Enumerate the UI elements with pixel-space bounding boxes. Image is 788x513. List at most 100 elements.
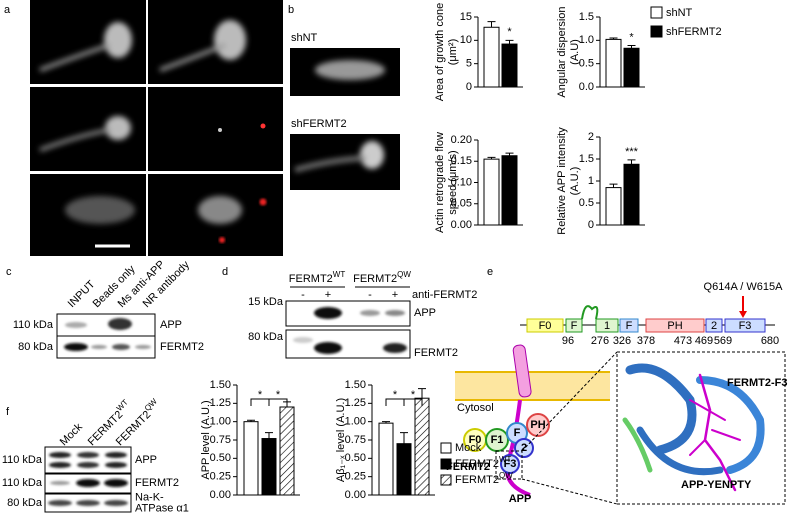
y-tick-label: 5 (466, 58, 472, 70)
bar (243, 421, 259, 496)
artwork (30, 0, 786, 513)
image-label: FERMT2 (33, 176, 77, 188)
image-label: Actin (151, 2, 179, 14)
y-tick-label: 0.75 (345, 434, 366, 446)
y-tick-label: 0.5 (579, 58, 594, 70)
y-tick-label: 0.00 (345, 489, 366, 501)
lane-label: + (392, 289, 398, 301)
y-tick-label: 0.75 (210, 434, 231, 446)
band-label: FERMT2 (414, 347, 458, 359)
band-label: APP (414, 307, 436, 319)
y-tick-label: 0.10 (451, 176, 472, 188)
bar (501, 43, 518, 88)
significance: * (411, 389, 416, 401)
error-bar (400, 432, 408, 444)
error-bar (487, 156, 496, 160)
error-bar (627, 159, 636, 165)
y-tick-label: 1.0 (579, 34, 594, 46)
lane-label: INPUT (66, 278, 98, 310)
significance: * (393, 389, 398, 401)
panel-label: f (6, 406, 10, 418)
legend-swatch (440, 442, 452, 454)
y-axis-label: Aβ₁₋ₓ level (A.U.) (335, 398, 347, 482)
domain-label: F (626, 320, 633, 332)
lane-label-name: Mock (58, 421, 85, 448)
significance: *** (625, 146, 639, 158)
residue-label: 469 (695, 335, 713, 347)
image-label: Merge (151, 176, 183, 188)
bar (483, 158, 500, 226)
error-bar (609, 183, 618, 188)
bar (483, 26, 500, 88)
group-label-name: FERMT2 (289, 273, 333, 285)
y-tick-label: 0.05 (451, 198, 472, 210)
error-bar (487, 21, 496, 28)
mw-marker: 110 kDa (2, 477, 43, 489)
domain-label: F1 (491, 434, 504, 446)
domain-label: F (571, 320, 578, 332)
significance: * (276, 389, 281, 401)
y-tick-label: 0.5 (579, 197, 594, 209)
legend-label: Mock (455, 442, 482, 454)
y-axis-label: Actin retrograde flow (434, 132, 446, 233)
y-tick-label: 0.25 (210, 471, 231, 483)
y-tick-label: 0.15 (451, 155, 472, 167)
mw-marker: 80 kDa (248, 331, 284, 343)
domain-label: F0 (539, 320, 552, 332)
y-tick-label: 1 (588, 175, 594, 187)
mw-marker: 15 kDa (248, 296, 284, 308)
residue-label: 326 (613, 335, 631, 347)
domain-label: F0 (469, 434, 482, 446)
legend-label-sup: WT (499, 455, 512, 464)
y-axis-label: APP level (A.U.) (200, 400, 212, 479)
y-tick-label: 1.00 (345, 416, 366, 428)
significance: * (258, 389, 263, 401)
y-axis-label: (A.U) (569, 39, 581, 65)
legend-swatch (440, 458, 452, 470)
y-axis-label: (A.U.) (569, 167, 581, 196)
compartment-label: Cytosol (457, 402, 494, 414)
error-bar (609, 37, 618, 40)
significance: * (507, 26, 512, 38)
y-tick-label: 0.00 (451, 219, 472, 231)
legend-swatch (650, 6, 663, 19)
y-tick-label: 2 (588, 131, 594, 143)
residue-label: 96 (562, 335, 574, 347)
bar (501, 155, 518, 226)
y-tick-label: 10 (460, 34, 472, 46)
bar (279, 406, 295, 496)
significance-bracket (403, 398, 423, 406)
lane-label: - (368, 289, 372, 301)
domain-label: PH (667, 320, 682, 332)
bar (396, 443, 412, 496)
legend-swatch (440, 474, 452, 486)
domain-label: 2 (711, 320, 717, 332)
domain-label: 2 (521, 442, 527, 454)
mw-marker: 110 kDa (13, 319, 54, 331)
y-tick-label: 0 (466, 81, 472, 93)
residue-label: 276 (591, 335, 609, 347)
legend-label: shNT (666, 7, 693, 19)
error-bar (265, 432, 273, 439)
image-label: APP (293, 135, 316, 147)
legend-label: shFERMT2 (666, 26, 722, 38)
error-bar (418, 388, 426, 399)
domain-label: F3 (504, 458, 517, 470)
residue-label: 569 (714, 335, 732, 347)
y-tick-label: 1.25 (345, 397, 366, 409)
y-tick-label: 1.25 (210, 397, 231, 409)
lane-label: Mock (58, 421, 85, 448)
treatment-label: anti-FERMT2 (412, 289, 477, 301)
structure-label: FERMT2-F3 (727, 377, 788, 389)
error-bar (627, 44, 636, 49)
y-tick-label: 1.50 (210, 379, 231, 391)
lane-label: + (325, 289, 331, 301)
panel-label: a (4, 4, 11, 16)
y-tick-label: 1.50 (345, 379, 366, 391)
y-axis-label: speed (μm/s) (447, 150, 459, 214)
band-label: Na-K- (135, 491, 164, 503)
domain-label: 1 (604, 320, 610, 332)
group-label-sup: QW (397, 270, 411, 279)
bar (605, 187, 622, 226)
y-tick-label: 0.50 (345, 452, 366, 464)
